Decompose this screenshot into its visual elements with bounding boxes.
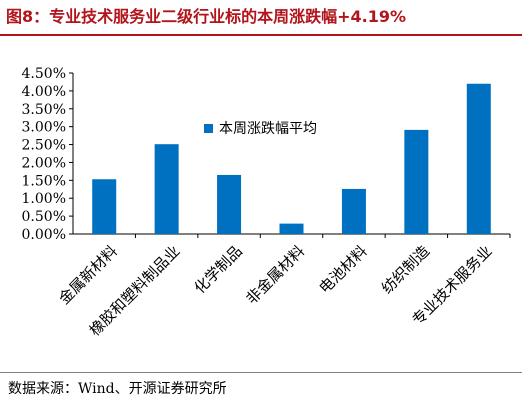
x-tick-label: 电池材料 (316, 242, 371, 297)
source-divider (0, 372, 522, 373)
title-divider (0, 34, 522, 36)
x-tick-label: 金属新材料 (55, 242, 121, 308)
bars (92, 83, 491, 234)
bar (404, 129, 429, 234)
bar (341, 188, 366, 234)
chart-title: 图8：专业技术服务业二级行业标的本周涨跌幅+4.19% (6, 7, 407, 26)
y-tick-label: 1.50% (22, 173, 66, 189)
bar (154, 144, 179, 234)
y-tick-label: 3.50% (22, 102, 66, 118)
y-tick-label: 0.50% (22, 209, 66, 225)
y-tick-label: 1.00% (22, 191, 66, 207)
y-tick-label: 2.00% (22, 155, 66, 171)
bar (279, 223, 304, 234)
y-tick-label: 4.50% (22, 66, 66, 82)
x-tick-label: 非金属材料 (242, 242, 308, 308)
y-tick-label: 3.00% (22, 120, 66, 136)
legend: 本周涨跌幅平均 (204, 121, 317, 137)
bar (466, 83, 491, 234)
y-tick-label: 0.00% (22, 227, 66, 243)
x-tick-label: 纺织制造 (378, 242, 433, 297)
legend-label: 本周涨跌幅平均 (219, 121, 317, 137)
y-tick-label: 2.50% (22, 138, 66, 154)
y-tick-label: 4.00% (22, 84, 66, 100)
bar (92, 179, 117, 234)
y-axis: 0.00% 0.50% 1.00% 1.50% 2.00%2.50% 3.00% 3.50%… (22, 66, 510, 243)
bar-chart: 0.00% 0.50% 1.00% 1.50% 2.00%2.50% 3.00% 3.50%… (22, 66, 511, 340)
source-note: 数据来源：Wind、开源证券研究所 (8, 381, 227, 397)
x-tick-label: 化学制品 (191, 242, 246, 297)
legend-swatch (204, 124, 213, 133)
bar (217, 174, 242, 234)
